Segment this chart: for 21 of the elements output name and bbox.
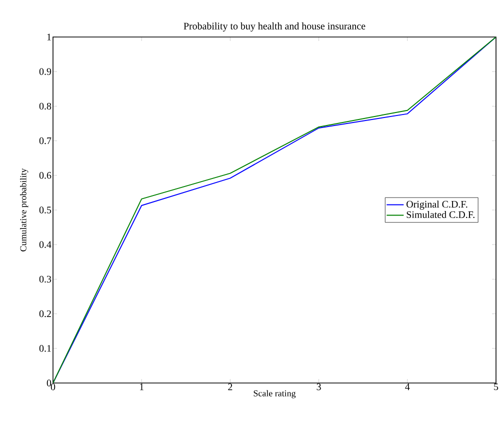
x-tick-label: 1	[140, 384, 144, 390]
legend-label: Original C.D.F.	[406, 200, 468, 210]
x-axis-title: Scale rating	[254, 390, 296, 398]
y-tick-label: 1	[47, 34, 51, 40]
chart-title: Probability to buy health and house insurance	[184, 22, 366, 32]
y-tick-label: 0.5	[39, 206, 52, 214]
legend-label: Simulated C.D.F.	[406, 210, 474, 218]
y-tick-label: 0.9	[39, 68, 52, 75]
y-tick-label: 0.1	[39, 345, 51, 352]
y-axis-title: Cumulative probability	[20, 168, 28, 252]
y-tick-label: 0.7	[39, 137, 52, 144]
y-tick-label: 0.2	[39, 310, 51, 318]
line-series	[53, 36, 496, 383]
y-tick-label: 0.4	[39, 241, 52, 248]
y-tick-label: 0.6	[39, 172, 52, 179]
y-tick-label: 0.8	[39, 102, 52, 110]
x-tick-label: 4	[405, 384, 410, 390]
y-tick-label: 0.3	[39, 276, 52, 283]
x-tick-label: 5	[494, 384, 498, 390]
x-tick-label: 2	[228, 384, 232, 390]
x-tick-label: 3	[316, 384, 321, 390]
